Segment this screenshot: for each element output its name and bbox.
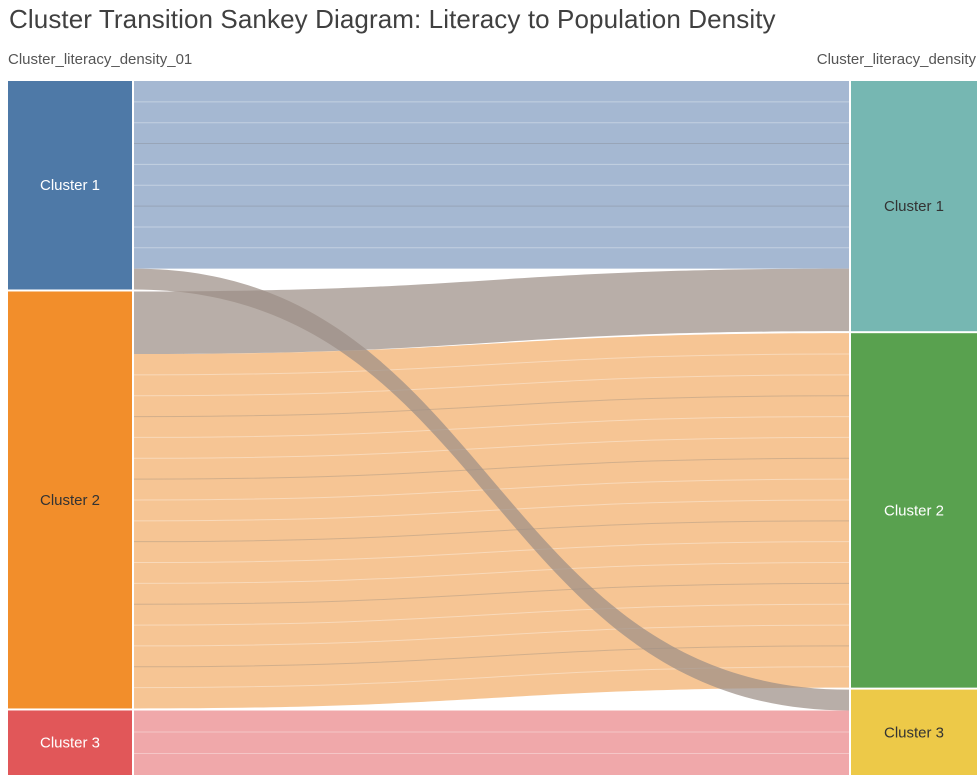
flow-stripe [133, 624, 850, 647]
right-node-label-2: Cluster 2 [884, 502, 944, 519]
flow-stripe [133, 353, 850, 376]
left-node-label-1: Cluster 1 [40, 177, 100, 194]
flow-l1-to-r3[interactable] [134, 268, 849, 711]
left-node-1[interactable] [8, 81, 132, 290]
flow-stripe [133, 499, 850, 522]
right-node-1[interactable] [851, 81, 977, 332]
right-node-3[interactable] [851, 689, 977, 775]
flow-stripe [133, 436, 850, 459]
flow-stripe [133, 374, 850, 397]
left-node-2[interactable] [8, 291, 132, 709]
flow-stripe [133, 416, 850, 438]
flow-l2-to-r1[interactable] [134, 268, 849, 355]
flow-stripe [133, 541, 850, 564]
left-node-3[interactable] [8, 710, 132, 775]
flow-stripe [133, 457, 850, 480]
flow-stripe [133, 562, 850, 584]
right-node-label-1: Cluster 1 [884, 198, 944, 215]
right-axis-label: Cluster_literacy_density [816, 51, 976, 68]
flows-group [133, 81, 850, 775]
flow-stripe [133, 520, 850, 543]
flow-stripe [133, 603, 850, 626]
left-node-label-2: Cluster 2 [40, 492, 100, 509]
flow-stripe [133, 582, 850, 605]
flow-stripe [133, 395, 850, 418]
right-nodes-group: Cluster 1 Cluster 2 Cluster 3 [851, 81, 977, 775]
right-node-2[interactable] [851, 333, 977, 688]
left-nodes-group: Cluster 1 Cluster 2 Cluster 3 [8, 81, 132, 775]
flow-l2-to-r2[interactable] [134, 333, 849, 709]
chart-title: Cluster Transition Sankey Diagram: Liter… [9, 4, 776, 34]
flow-l3-to-r3[interactable] [134, 710, 849, 775]
flow-l1-to-r1[interactable] [134, 81, 849, 269]
flow-stripe [133, 645, 850, 668]
left-node-label-3: Cluster 3 [40, 735, 100, 752]
right-node-label-3: Cluster 3 [884, 724, 944, 741]
left-axis-label: Cluster_literacy_density_01 [8, 51, 193, 68]
